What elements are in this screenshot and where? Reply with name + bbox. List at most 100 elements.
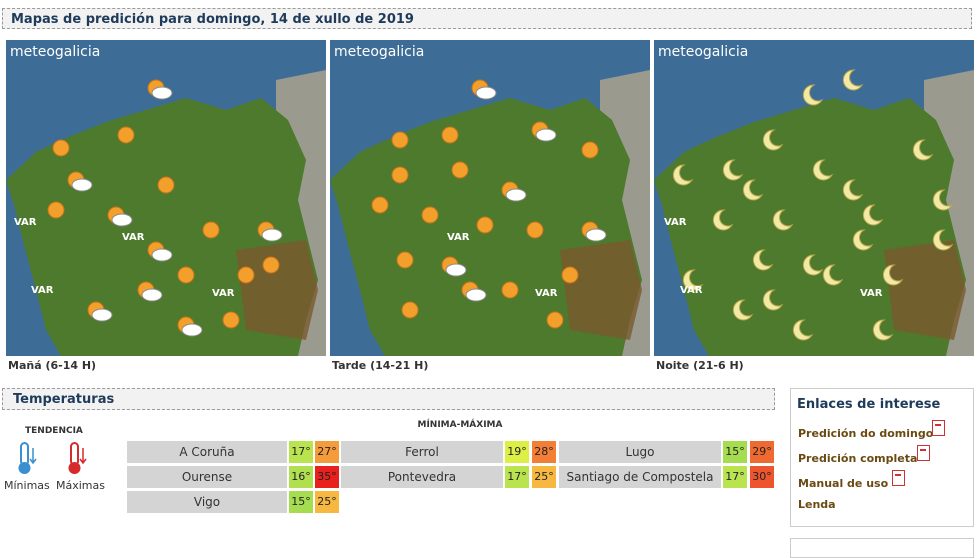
map-logo: meteogalicia	[658, 44, 748, 60]
temperatures-bar: Temperaturas	[2, 388, 775, 410]
moon-icon	[712, 209, 734, 231]
moon-icon	[842, 179, 864, 201]
pdf-icon	[917, 445, 930, 461]
cloud-icon	[141, 288, 163, 302]
sun-icon	[421, 206, 439, 224]
sun-icon	[222, 311, 240, 329]
var-label: VAR	[122, 232, 145, 243]
sun-icon	[157, 176, 175, 194]
moon-icon	[812, 159, 834, 181]
max-cell: 29°	[750, 441, 774, 463]
sun-icon	[237, 266, 255, 284]
cloud-icon	[475, 86, 497, 100]
section-title: Temperaturas	[13, 392, 115, 407]
sun-icon	[391, 166, 409, 184]
sun-icon	[202, 221, 220, 239]
cloud-icon	[181, 323, 203, 337]
cloud-icon	[465, 288, 487, 302]
moon-icon	[792, 319, 814, 341]
moon-icon	[872, 319, 894, 341]
moon-icon	[672, 164, 694, 186]
city-cell: A Coruña	[127, 441, 287, 463]
moon-icon	[932, 229, 954, 251]
tendency-label: TENDENCIA	[25, 426, 83, 436]
moon-icon	[912, 139, 934, 161]
link[interactable]: Predición do domingo	[798, 427, 934, 440]
moon-icon	[822, 264, 844, 286]
sun-icon	[441, 126, 459, 144]
sun-icon	[47, 201, 65, 219]
max-cell: 30°	[750, 466, 774, 488]
moon-icon	[732, 299, 754, 321]
weather-map: meteogalicia VAR VAR	[330, 40, 650, 356]
var-label: VAR	[680, 285, 703, 296]
cloud-icon	[91, 308, 113, 322]
city-cell: Ourense	[127, 466, 287, 488]
moon-icon	[722, 159, 744, 181]
min-cell: 15°	[289, 491, 313, 513]
cloud-icon	[535, 128, 557, 142]
var-label: VAR	[535, 288, 558, 299]
land	[6, 98, 318, 356]
link[interactable]: Lenda	[798, 498, 836, 511]
moon-icon	[802, 84, 824, 106]
city-cell: Lugo	[559, 441, 721, 463]
min-cell: 17°	[723, 466, 747, 488]
moon-icon	[762, 289, 784, 311]
moon-icon	[742, 179, 764, 201]
moon-icon	[882, 264, 904, 286]
map-caption: Tarde (14-21 H)	[332, 359, 429, 372]
sun-icon	[117, 126, 135, 144]
sun-icon	[451, 161, 469, 179]
sun-icon	[52, 139, 70, 157]
moon-icon	[682, 269, 704, 291]
link[interactable]: Predición completa	[798, 452, 918, 465]
sun-icon	[177, 266, 195, 284]
sun-icon	[546, 311, 564, 329]
cloud-icon	[505, 188, 527, 202]
sun-icon	[371, 196, 389, 214]
links-title: Enlaces de interese	[797, 397, 941, 412]
cloud-icon	[585, 228, 607, 242]
max-cell: 25°	[532, 466, 556, 488]
sun-icon	[476, 216, 494, 234]
map-logo: meteogalicia	[10, 44, 100, 60]
column-header: MÍNIMA-MÁXIMA	[417, 420, 503, 430]
var-label: VAR	[664, 217, 687, 228]
sun-icon	[526, 221, 544, 239]
minimas-label: Mínimas	[4, 479, 50, 492]
max-cell: 25°	[315, 491, 339, 513]
var-label: VAR	[860, 288, 883, 299]
min-cell: 17°	[289, 441, 313, 463]
max-cell: 35°	[315, 466, 339, 488]
pdf-icon	[892, 470, 905, 486]
map-logo: meteogalicia	[334, 44, 424, 60]
sun-icon	[501, 281, 519, 299]
moon-icon	[932, 189, 954, 211]
mountains	[884, 240, 966, 340]
var-label: VAR	[31, 285, 54, 296]
city-cell: Pontevedra	[341, 466, 503, 488]
city-cell: Vigo	[127, 491, 287, 513]
maximas-label: Máximas	[56, 479, 105, 492]
city-cell: Ferrol	[341, 441, 503, 463]
cloud-icon	[151, 248, 173, 262]
weather-map: meteogalicia VAR VAR VAR VAR	[6, 40, 326, 356]
mountains	[236, 240, 318, 340]
max-cell: 27°	[315, 441, 339, 463]
page-title: Mapas de predición para domingo, 14 de x…	[11, 12, 414, 27]
moon-icon	[802, 254, 824, 276]
moon-icon	[862, 204, 884, 226]
mountains	[560, 240, 642, 340]
moon-icon	[752, 249, 774, 271]
link[interactable]: Manual de uso	[798, 477, 889, 490]
map-caption: Noite (21-6 H)	[656, 359, 744, 372]
sun-icon	[561, 266, 579, 284]
cloud-icon	[151, 86, 173, 100]
max-cell: 28°	[532, 441, 556, 463]
sun-icon	[401, 301, 419, 319]
moon-icon	[852, 229, 874, 251]
pdf-icon	[932, 420, 945, 436]
city-cell: Santiago de Compostela	[559, 466, 721, 488]
